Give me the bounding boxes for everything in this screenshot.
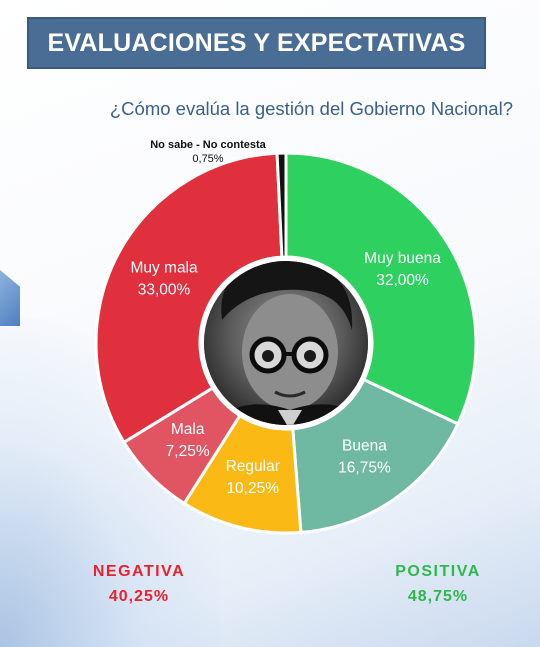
positive-value: 48,75% bbox=[407, 588, 469, 605]
page-title: EVALUACIONES Y EXPECTATIVAS bbox=[47, 28, 466, 57]
slice-label: Muy mala bbox=[130, 259, 198, 276]
decorative-tab bbox=[0, 270, 20, 326]
slice-value-label: 16,75% bbox=[338, 460, 391, 477]
slice-labels: Muy buena 32,00% Buena 16,75% Regular 10,25% M… bbox=[130, 139, 441, 497]
slice-value-label: 33,00% bbox=[138, 281, 191, 298]
portrait-photo-icon bbox=[204, 261, 368, 425]
positive-label: POSITIVA bbox=[395, 563, 481, 580]
slice-value-label: 0,75% bbox=[192, 153, 223, 165]
negative-value: 40,25% bbox=[108, 588, 170, 605]
slice-label: No sabe - No contesta bbox=[150, 139, 266, 151]
header-banner: EVALUACIONES Y EXPECTATIVAS bbox=[27, 17, 486, 69]
center-portrait bbox=[200, 257, 372, 429]
donut-slices bbox=[94, 151, 478, 535]
chart-question: ¿Cómo evalúa la gestión del Gobierno Nac… bbox=[109, 98, 513, 119]
slice-label: Mala bbox=[171, 421, 205, 438]
slice-label: Buena bbox=[342, 438, 387, 455]
slice-value-label: 7,25% bbox=[166, 443, 210, 460]
slice-label: Muy buena bbox=[364, 250, 441, 267]
slice-value-label: 10,25% bbox=[226, 480, 279, 497]
slice-value-label: 32,00% bbox=[376, 272, 429, 289]
slice-label: Regular bbox=[226, 458, 280, 475]
negative-label: NEGATIVA bbox=[92, 563, 186, 580]
